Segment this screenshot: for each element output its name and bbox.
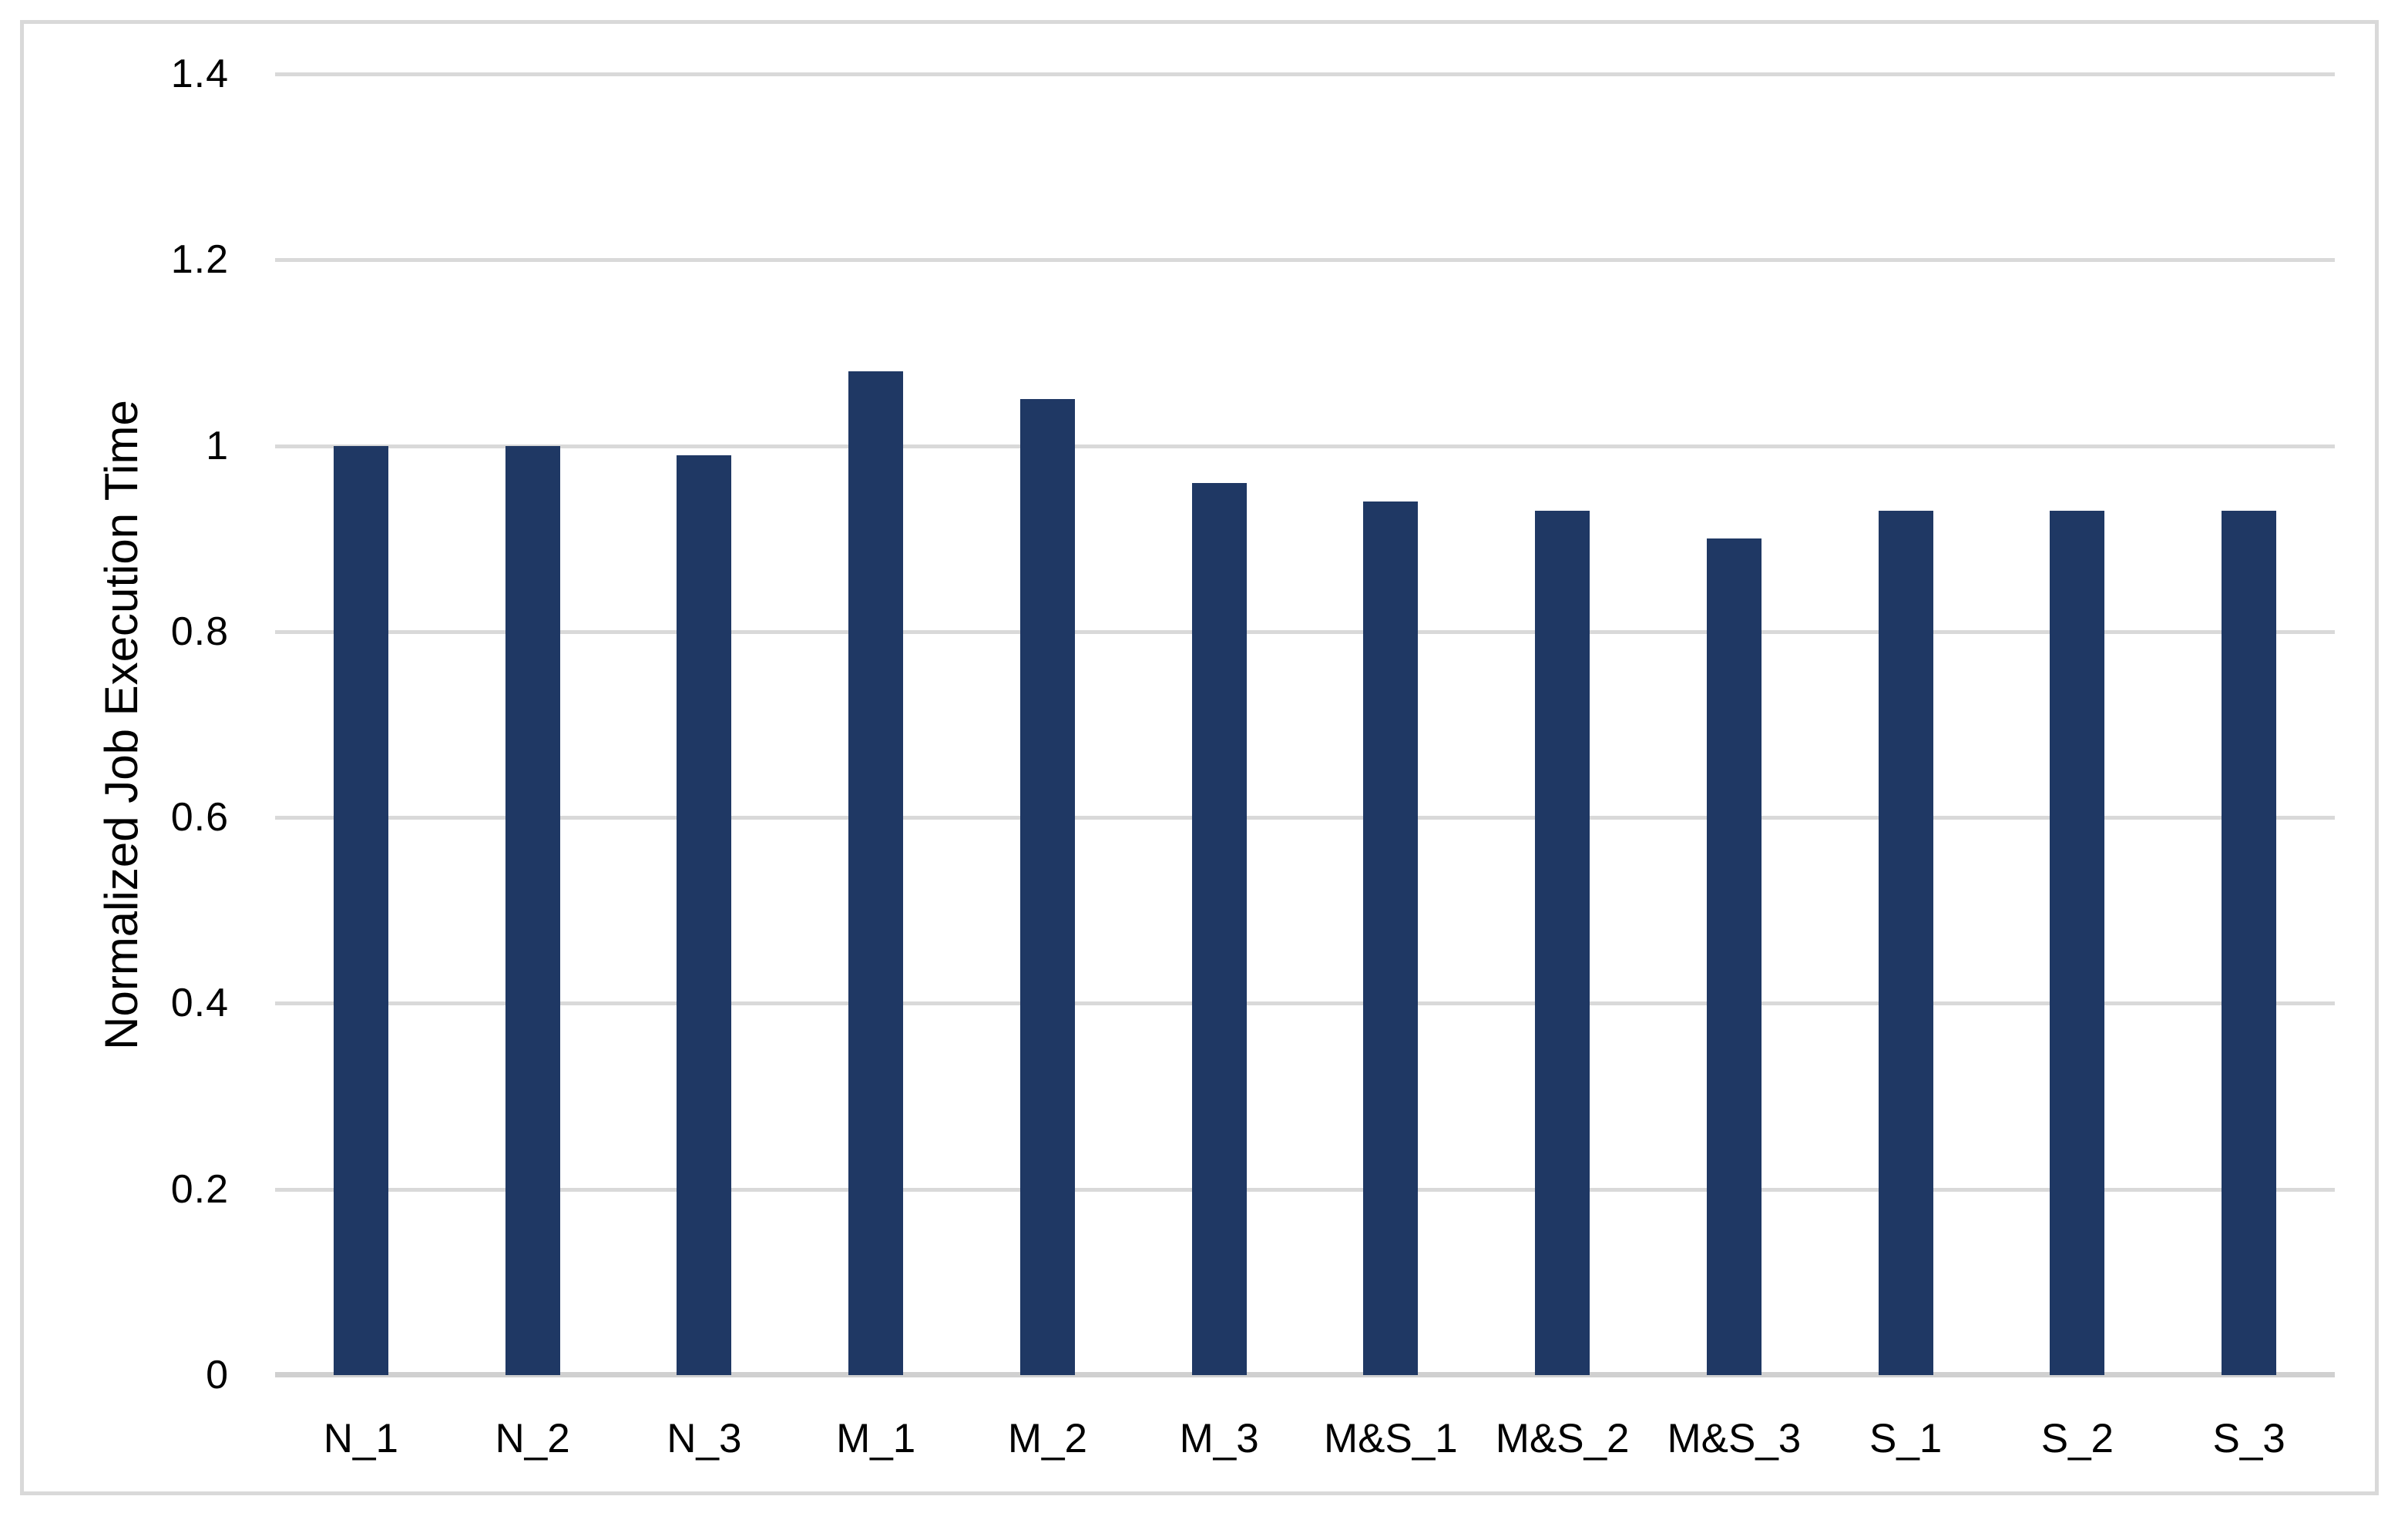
x-category-label-N_2: N_2: [495, 1416, 570, 1461]
x-category-label-N_3: N_3: [667, 1416, 742, 1461]
x-category-label-N_1: N_1: [323, 1416, 398, 1461]
plot-area: [275, 72, 2335, 1377]
x-category-label-M_1: M_1: [836, 1416, 916, 1461]
bar-M_3: [1191, 482, 1247, 1375]
gridline-y-0.6: [275, 816, 2335, 820]
bar-N_2: [505, 445, 560, 1375]
x-category-label-S_3: S_3: [2212, 1416, 2285, 1461]
y-tick-label-0.2: 0.2: [170, 1166, 229, 1212]
bar-S_2: [2050, 511, 2105, 1375]
gridline-y-0.8: [275, 629, 2335, 634]
x-category-label-M_3: M_3: [1179, 1416, 1259, 1461]
x-category-label-M&S_2: M&S_2: [1495, 1416, 1630, 1461]
bar-S_1: [1878, 511, 1933, 1375]
bar-M&S_2: [1535, 511, 1590, 1375]
y-tick-label-0.6: 0.6: [170, 795, 229, 840]
bar-M_1: [848, 371, 904, 1375]
gridline-y-1: [275, 444, 2335, 448]
gridline-y-0.2: [275, 1187, 2335, 1192]
bar-N_3: [677, 455, 732, 1375]
bar-M_2: [1019, 399, 1075, 1375]
y-tick-label-0.4: 0.4: [170, 981, 229, 1026]
x-category-label-M_2: M_2: [1007, 1416, 1087, 1461]
y-tick-label-1.2: 1.2: [170, 237, 229, 283]
bar-M&S_1: [1363, 501, 1419, 1375]
x-category-label-S_2: S_2: [2040, 1416, 2114, 1461]
bar-N_1: [333, 445, 388, 1375]
y-tick-label-0: 0: [206, 1353, 229, 1397]
x-category-label-M&S_3: M&S_3: [1667, 1416, 1802, 1461]
bar-S_3: [2222, 511, 2277, 1375]
gridline-y-1.2: [275, 258, 2335, 263]
gridline-y-1.4: [275, 72, 2335, 76]
y-tick-label-1.4: 1.4: [170, 52, 229, 96]
gridline-y-0.4: [275, 1001, 2335, 1006]
y-tick-label-1: 1: [206, 423, 229, 468]
bar-M&S_3: [1706, 538, 1762, 1375]
x-category-label-M&S_1: M&S_1: [1323, 1416, 1458, 1461]
x-axis-line: [275, 1372, 2335, 1377]
y-tick-label-0.8: 0.8: [170, 609, 229, 654]
x-category-label-S_1: S_1: [1869, 1416, 1943, 1461]
